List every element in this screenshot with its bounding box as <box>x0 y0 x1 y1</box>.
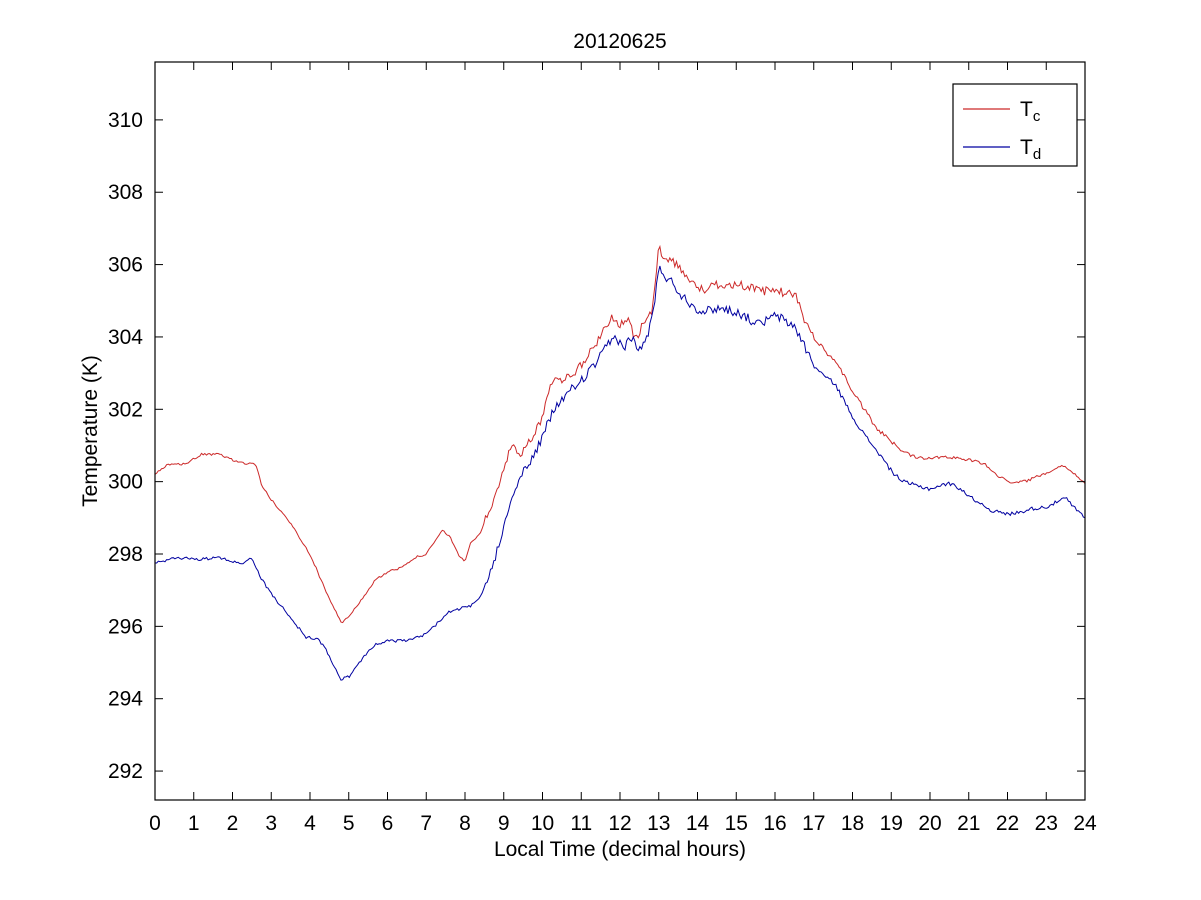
x-tick-label: 3 <box>265 812 277 835</box>
x-tick-label: 23 <box>1035 812 1058 835</box>
x-tick-label: 22 <box>996 812 1019 835</box>
series-line-Tc <box>154 244 1086 624</box>
x-tick-label: 10 <box>531 812 554 835</box>
x-tick-label: 6 <box>382 812 394 835</box>
x-tick-label: 14 <box>686 812 710 835</box>
x-tick-label: 20 <box>918 812 941 835</box>
x-tick-label: 17 <box>802 812 825 835</box>
y-tick-label: 310 <box>108 109 143 132</box>
x-tick-label: 4 <box>304 812 316 835</box>
series-line-Td <box>155 265 1086 681</box>
x-tick-label: 5 <box>343 812 355 835</box>
legend: Tc Td <box>952 83 1078 167</box>
y-tick-label: 300 <box>108 471 143 494</box>
x-tick-label: 2 <box>227 812 239 835</box>
legend-label-td: Td <box>1020 136 1041 163</box>
x-tick-label: 13 <box>647 812 670 835</box>
x-tick-label: 1 <box>188 812 200 835</box>
plot-border <box>154 61 1086 801</box>
series-group <box>154 244 1086 681</box>
x-tick-label: 19 <box>880 812 903 835</box>
x-tick-label: 15 <box>725 812 748 835</box>
y-axis-label: Temperature (K) <box>79 355 102 507</box>
x-tick-label: 7 <box>420 812 432 835</box>
y-tick-label: 298 <box>108 543 143 566</box>
y-tick-label: 304 <box>108 326 143 349</box>
chart-title: 20120625 <box>573 30 666 53</box>
x-axis-label: Local Time (decimal hours) <box>494 838 746 861</box>
legend-box <box>952 83 1078 167</box>
x-tick-label: 11 <box>570 812 592 835</box>
x-tick-label: 16 <box>763 812 786 835</box>
x-tick-label: 18 <box>841 812 864 835</box>
x-tick-label: 8 <box>459 812 471 835</box>
x-tick-label: 21 <box>957 812 980 835</box>
y-tick-label: 294 <box>108 688 143 711</box>
legend-label-tc: Tc <box>1020 98 1041 125</box>
y-tick-label: 306 <box>108 254 143 277</box>
ticks-group: 0 1 2 3 4 5 6 7 8 9 10 11 12 13 14 15 16 17 18 19 20 21 22 23 24… <box>108 62 1097 835</box>
y-tick-label: 302 <box>108 398 143 421</box>
y-tick-label: 296 <box>108 615 143 638</box>
y-tick-label: 308 <box>108 181 143 204</box>
x-tick-label: 0 <box>149 812 161 835</box>
x-tick-label: 24 <box>1073 812 1097 835</box>
x-tick-label: 9 <box>498 812 510 835</box>
x-tick-label: 12 <box>608 812 631 835</box>
y-tick-label: 292 <box>108 760 143 783</box>
